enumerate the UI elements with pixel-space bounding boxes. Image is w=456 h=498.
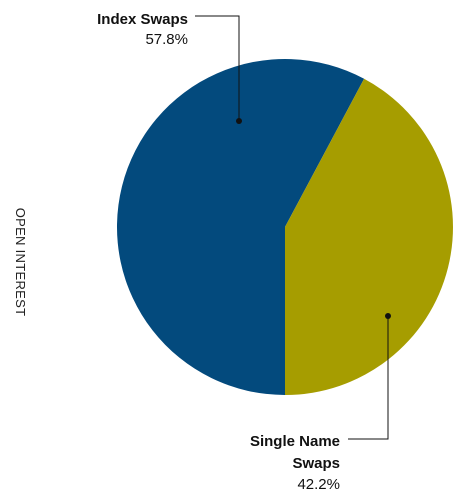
slice-label-single-name-line2: Swaps: [292, 455, 340, 472]
y-axis-label: OPEN INTEREST: [13, 208, 28, 317]
leader-line-index-swaps: [195, 15, 240, 121]
pie-slices: [116, 59, 453, 396]
pie-slice-0: [116, 59, 365, 396]
pie-slice-1: [285, 78, 453, 395]
leader-line-single-name-swaps: [348, 316, 389, 440]
slice-label-single-name-line1: Single Name: [250, 433, 340, 450]
leader-dot-single-name-swaps: [385, 313, 391, 319]
label-index-swaps: Index Swaps 57.8%: [97, 11, 242, 124]
leader-dot-index-swaps: [236, 118, 242, 124]
slice-label-index-swaps-value: 57.8%: [145, 31, 188, 48]
slice-label-index-swaps-name: Index Swaps: [97, 11, 188, 28]
label-single-name-swaps: Single Name Swaps 42.2%: [250, 313, 391, 493]
slice-label-single-name-value: 42.2%: [297, 476, 340, 493]
